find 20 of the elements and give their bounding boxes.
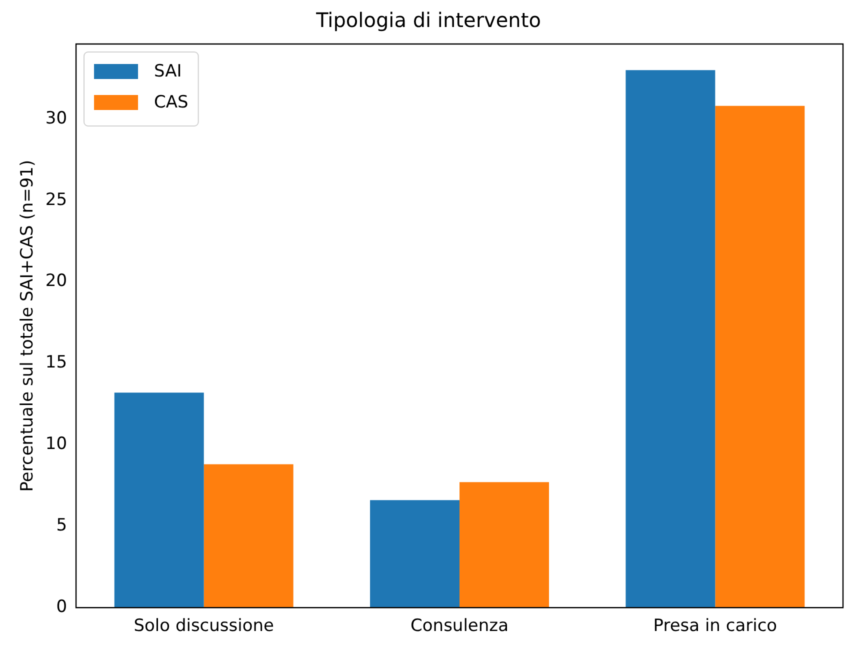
y-tick-label: 20	[45, 271, 68, 292]
bar	[114, 392, 204, 608]
legend-label: SAI	[154, 61, 182, 82]
x-tick-label: Consulenza	[410, 616, 509, 636]
x-tick-label: Presa in carico	[653, 616, 778, 636]
legend-label: CAS	[154, 92, 188, 112]
bar	[626, 70, 716, 608]
y-axis-title: Percentuale sul totale SAI+CAS (n=91)	[18, 160, 38, 492]
bar	[204, 464, 294, 608]
chart-title: Tipologia di intervento	[315, 8, 541, 32]
y-tick-label: 5	[56, 516, 68, 536]
bar	[370, 500, 460, 608]
y-tick-label: 30	[45, 108, 68, 128]
y-tick-label: 15	[45, 352, 68, 373]
y-tick-label: 10	[45, 434, 68, 454]
bar	[715, 106, 805, 608]
x-tick-label: Solo discussione	[134, 616, 274, 636]
bar	[460, 482, 549, 608]
y-tick-label: 0	[56, 597, 68, 618]
y-tick-label: 25	[45, 190, 68, 210]
